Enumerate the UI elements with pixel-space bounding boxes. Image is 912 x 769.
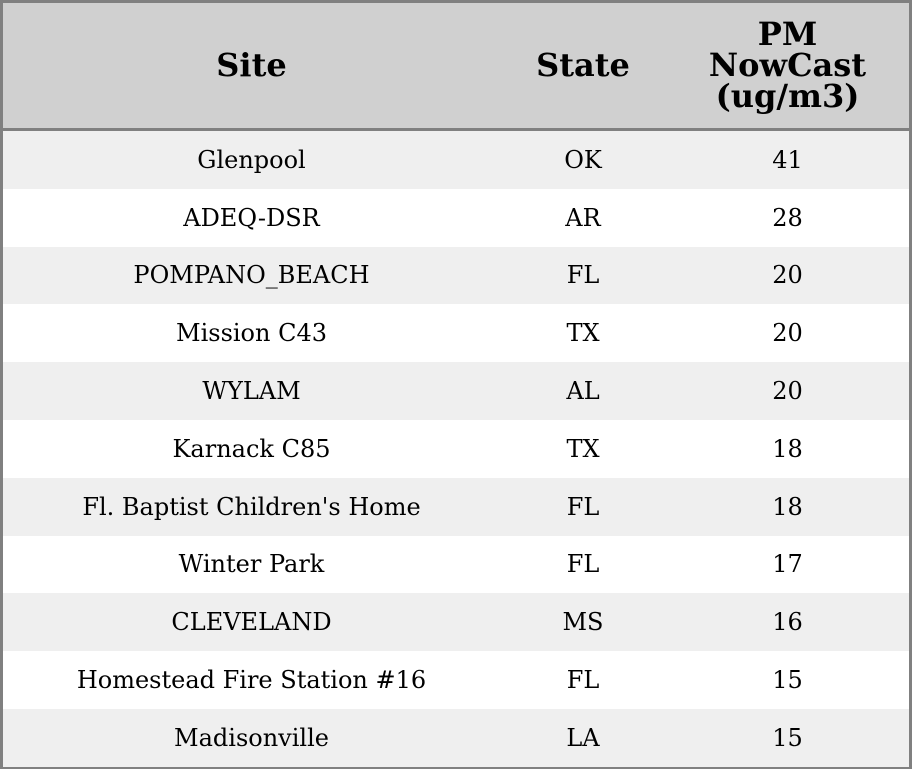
column-header-line: (ug/m3) bbox=[715, 77, 860, 115]
table-row: Glenpool OK 41 bbox=[3, 129, 909, 189]
header-row: Site State PM NowCast (ug/m3) bbox=[3, 3, 909, 131]
site-cell: ADEQ-DSR bbox=[3, 188, 500, 247]
state-cell: FL bbox=[500, 477, 666, 536]
column-header-line: NowCast bbox=[708, 46, 867, 84]
state-cell: OK bbox=[500, 129, 666, 189]
column-header: State bbox=[500, 3, 666, 131]
site-cell: Karnack C85 bbox=[3, 419, 500, 478]
site-cell: Winter Park bbox=[3, 535, 500, 594]
pm-cell: 15 bbox=[666, 708, 909, 767]
pm-cell: 15 bbox=[666, 651, 909, 709]
pm-cell: 20 bbox=[666, 362, 909, 420]
table-row: WYLAM AL 20 bbox=[3, 362, 909, 420]
column-header-line: PM bbox=[757, 15, 818, 53]
column-header-line: Site bbox=[216, 46, 287, 84]
table-row: Karnack C85 TX 18 bbox=[3, 419, 909, 478]
state-cell: LA bbox=[500, 708, 666, 767]
column-header: PM NowCast (ug/m3) bbox=[666, 3, 909, 131]
table-row: POMPANO_BEACH FL 20 bbox=[3, 246, 909, 305]
state-cell: FL bbox=[500, 535, 666, 594]
pm-cell: 41 bbox=[666, 129, 909, 189]
state-cell: TX bbox=[500, 304, 666, 363]
site-cell: Homestead Fire Station #16 bbox=[3, 651, 500, 709]
site-cell: Mission C43 bbox=[3, 304, 500, 363]
site-cell: Glenpool bbox=[3, 129, 500, 189]
table-row: Fl. Baptist Children's Home FL 18 bbox=[3, 477, 909, 536]
pm-cell: 16 bbox=[666, 593, 909, 652]
table-row: Madisonville LA 15 bbox=[3, 708, 909, 767]
table-row: Winter Park FL 17 bbox=[3, 535, 909, 594]
pm-cell: 18 bbox=[666, 477, 909, 536]
site-cell: Madisonville bbox=[3, 708, 500, 767]
site-cell: WYLAM bbox=[3, 362, 500, 420]
site-cell: POMPANO_BEACH bbox=[3, 246, 500, 305]
state-cell: AL bbox=[500, 362, 666, 420]
table-row: Homestead Fire Station #16 FL 15 bbox=[3, 651, 909, 709]
table-row: Mission C43 TX 20 bbox=[3, 304, 909, 363]
state-cell: TX bbox=[500, 419, 666, 478]
state-cell: AR bbox=[500, 188, 666, 247]
pm-cell: 20 bbox=[666, 246, 909, 305]
column-header: Site bbox=[3, 3, 500, 131]
state-cell: MS bbox=[500, 593, 666, 652]
pm-cell: 18 bbox=[666, 419, 909, 478]
pm-cell: 28 bbox=[666, 188, 909, 247]
site-cell: Fl. Baptist Children's Home bbox=[3, 477, 500, 536]
table-row: CLEVELAND MS 16 bbox=[3, 593, 909, 652]
pm-cell: 20 bbox=[666, 304, 909, 363]
state-cell: FL bbox=[500, 246, 666, 305]
column-header-line: State bbox=[536, 46, 630, 84]
table-row: ADEQ-DSR AR 28 bbox=[3, 188, 909, 247]
site-cell: CLEVELAND bbox=[3, 593, 500, 652]
state-cell: FL bbox=[500, 651, 666, 709]
pm-table: Site State PM NowCast (ug/m3) Glenpool OK 41 AD… bbox=[3, 3, 909, 767]
pm-cell: 17 bbox=[666, 535, 909, 594]
